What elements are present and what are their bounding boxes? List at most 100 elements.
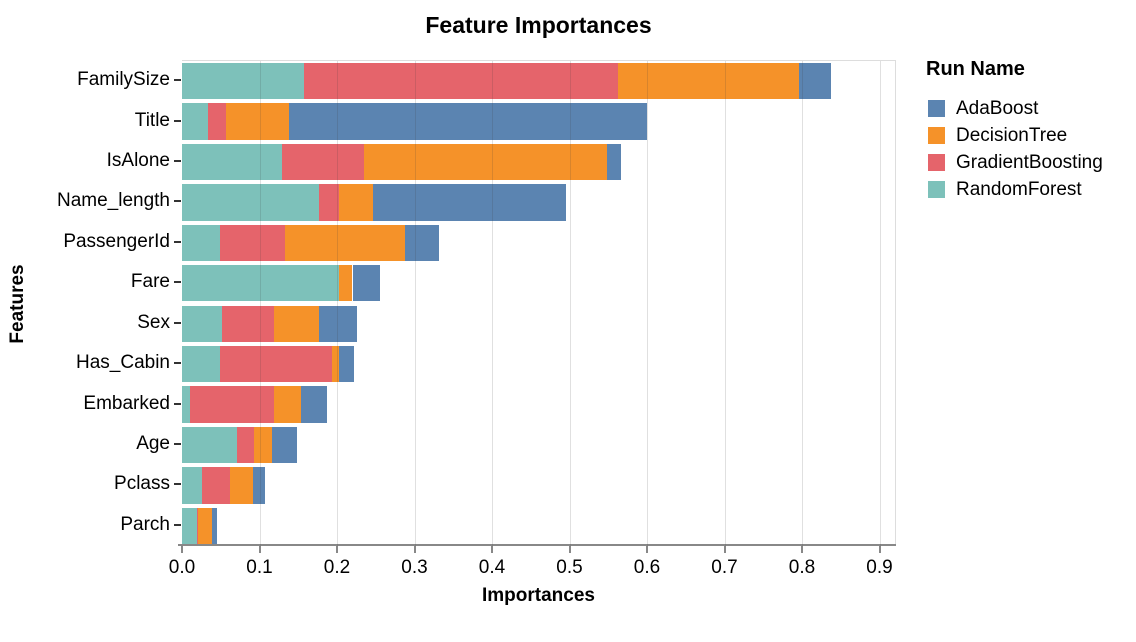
bar-segment-Embarked-GradientBoosting[interactable] bbox=[189, 386, 275, 423]
x-tick-0.2 bbox=[336, 546, 338, 553]
x-tick-0.0 bbox=[181, 546, 183, 553]
bar-segment-Sex-AdaBoost[interactable] bbox=[319, 305, 358, 342]
x-tick-label-0.1: 0.1 bbox=[246, 557, 273, 578]
bar-row-Age bbox=[182, 426, 895, 464]
legend: Run Name AdaBoost DecisionTree GradientBoo… bbox=[926, 58, 1126, 203]
bar-segment-PassengerId-AdaBoost[interactable] bbox=[405, 224, 440, 262]
bar-segment-Age-RandomForest[interactable] bbox=[182, 426, 238, 464]
bar-segment-FamilySize-AdaBoost[interactable] bbox=[798, 63, 831, 100]
legend-item-RandomForest[interactable]: RandomForest bbox=[926, 176, 1126, 203]
bar-segment-Name_length-DecisionTree[interactable] bbox=[338, 184, 373, 221]
gridline-0.5 bbox=[569, 61, 571, 546]
bar-row-Embarked bbox=[182, 386, 895, 423]
bar-row-Title bbox=[182, 103, 895, 140]
bar-segment-PassengerId-DecisionTree[interactable] bbox=[285, 224, 406, 262]
y-tick-label-FamilySize: FamilySize bbox=[77, 69, 170, 91]
bar-segment-Fare-DecisionTree[interactable] bbox=[339, 265, 353, 302]
bar-segment-Has_Cabin-RandomForest[interactable] bbox=[182, 345, 220, 383]
legend-swatch-GradientBoosting bbox=[928, 154, 945, 171]
bar-segment-Pclass-GradientBoosting[interactable] bbox=[202, 467, 231, 504]
gridline-0.4 bbox=[492, 61, 493, 546]
bar-segment-Parch-AdaBoost[interactable] bbox=[212, 507, 217, 544]
y-tick bbox=[174, 321, 181, 324]
bar-segment-Age-AdaBoost[interactable] bbox=[271, 426, 298, 464]
gridline-0.6 bbox=[647, 61, 648, 546]
y-tick bbox=[174, 362, 181, 365]
bar-row-IsAlone bbox=[182, 143, 895, 181]
bar-segment-Embarked-RandomForest[interactable] bbox=[182, 386, 190, 423]
bar-segment-Sex-RandomForest[interactable] bbox=[182, 305, 223, 342]
bar-segment-Title-AdaBoost[interactable] bbox=[288, 103, 647, 140]
legend-item-AdaBoost[interactable]: AdaBoost bbox=[926, 95, 1126, 122]
y-tick bbox=[174, 402, 181, 405]
y-tick bbox=[174, 240, 181, 243]
bar-segment-Pclass-RandomForest[interactable] bbox=[182, 467, 203, 504]
bar-segment-Age-DecisionTree[interactable] bbox=[254, 426, 272, 464]
chart-title: Feature Importances bbox=[425, 12, 652, 38]
y-tick-label-Parch: Parch bbox=[120, 513, 170, 535]
bar-row-FamilySize bbox=[182, 63, 895, 100]
bar-row-Parch bbox=[182, 507, 895, 544]
bar-segment-Parch-DecisionTree[interactable] bbox=[198, 507, 213, 544]
x-tick-label-0.5: 0.5 bbox=[556, 557, 583, 578]
x-tick-label-0.3: 0.3 bbox=[401, 557, 428, 578]
bar-segment-Parch-GradientBoosting[interactable] bbox=[196, 507, 199, 544]
x-tick-0.4 bbox=[491, 546, 493, 553]
x-tick-0.7 bbox=[723, 546, 726, 553]
bar-segment-Title-RandomForest[interactable] bbox=[182, 103, 209, 140]
bar-segment-IsAlone-AdaBoost[interactable] bbox=[606, 143, 621, 181]
legend-item-GradientBoosting[interactable]: GradientBoosting bbox=[926, 149, 1126, 176]
x-tick-label-0.8: 0.8 bbox=[788, 557, 816, 578]
bar-segment-IsAlone-RandomForest[interactable] bbox=[182, 143, 282, 181]
bar-segment-Has_Cabin-AdaBoost[interactable] bbox=[338, 345, 355, 383]
bar-segment-Title-DecisionTree[interactable] bbox=[226, 103, 289, 140]
y-tick-label-Title: Title bbox=[134, 109, 170, 131]
bar-segment-Title-GradientBoosting[interactable] bbox=[208, 103, 227, 140]
y-tick bbox=[174, 483, 181, 486]
bar-segment-Name_length-AdaBoost[interactable] bbox=[372, 184, 566, 221]
x-tick-0.1 bbox=[258, 546, 261, 553]
bar-segment-Parch-RandomForest[interactable] bbox=[182, 507, 197, 544]
bar-segment-Pclass-DecisionTree[interactable] bbox=[230, 467, 254, 504]
legend-item-DecisionTree[interactable]: DecisionTree bbox=[926, 122, 1126, 149]
bar-segment-Embarked-AdaBoost[interactable] bbox=[300, 386, 327, 423]
legend-title: Run Name bbox=[926, 58, 1025, 80]
bar-segment-Sex-GradientBoosting[interactable] bbox=[222, 305, 275, 342]
bar-segment-Sex-DecisionTree[interactable] bbox=[274, 305, 320, 342]
plot-area bbox=[182, 60, 896, 546]
gridline-0.3 bbox=[414, 61, 416, 546]
bar-segment-Name_length-RandomForest[interactable] bbox=[182, 184, 320, 221]
bar-segment-IsAlone-GradientBoosting[interactable] bbox=[281, 143, 365, 181]
gridline-0.8 bbox=[802, 61, 803, 546]
bar-segment-Fare-AdaBoost[interactable] bbox=[352, 265, 380, 302]
bar-segment-FamilySize-GradientBoosting[interactable] bbox=[303, 63, 618, 100]
bar-segment-Name_length-GradientBoosting[interactable] bbox=[319, 184, 339, 221]
bar-segment-Pclass-AdaBoost[interactable] bbox=[253, 467, 265, 504]
bar-segment-FamilySize-DecisionTree[interactable] bbox=[617, 63, 799, 100]
legend-label-DecisionTree: DecisionTree bbox=[956, 124, 1068, 146]
y-tick bbox=[174, 442, 181, 445]
bar-row-Pclass bbox=[182, 467, 895, 504]
bar-segment-Has_Cabin-DecisionTree[interactable] bbox=[332, 345, 339, 383]
bar-row-PassengerId bbox=[182, 224, 895, 262]
bar-segment-IsAlone-DecisionTree[interactable] bbox=[364, 143, 607, 181]
y-tick-label-Name_length: Name_length bbox=[56, 190, 170, 212]
bar-segment-PassengerId-GradientBoosting[interactable] bbox=[219, 224, 286, 262]
bar-segment-Embarked-DecisionTree[interactable] bbox=[274, 386, 301, 423]
y-tick bbox=[174, 523, 181, 526]
y-tick bbox=[174, 119, 181, 122]
x-tick-0.5 bbox=[568, 546, 571, 553]
bar-segment-Has_Cabin-GradientBoosting[interactable] bbox=[219, 345, 333, 383]
gridline-0.7 bbox=[724, 61, 726, 546]
bar-segment-Fare-RandomForest[interactable] bbox=[182, 265, 340, 302]
gridline-0.9 bbox=[879, 61, 881, 546]
y-tick bbox=[174, 160, 181, 163]
legend-swatch-AdaBoost bbox=[928, 100, 945, 117]
bar-segment-Age-GradientBoosting[interactable] bbox=[237, 426, 255, 464]
x-tick-label-0.2: 0.2 bbox=[323, 557, 351, 578]
y-tick bbox=[174, 79, 181, 82]
y-tick-label-Embarked: Embarked bbox=[83, 392, 170, 414]
bar-segment-PassengerId-RandomForest[interactable] bbox=[182, 224, 220, 262]
bar-segment-FamilySize-RandomForest[interactable] bbox=[182, 63, 304, 100]
